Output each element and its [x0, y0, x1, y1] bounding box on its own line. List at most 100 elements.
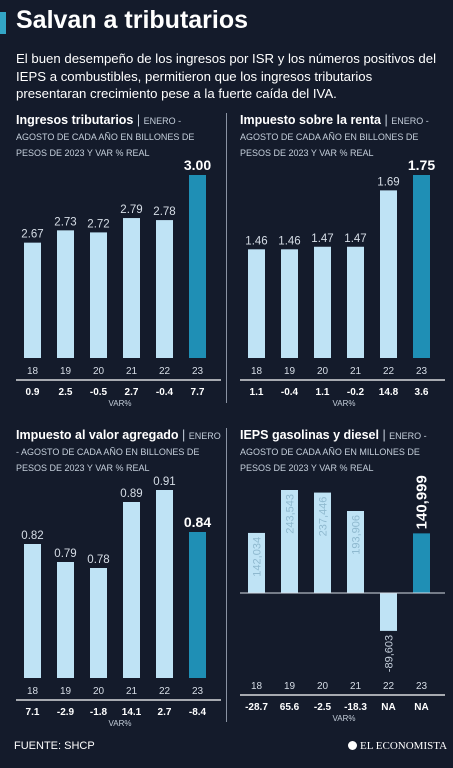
chart-title: Ingresos tributarios [16, 113, 134, 127]
bar-21 [347, 246, 364, 358]
bar-21 [347, 510, 364, 593]
var-value: -18.3 [344, 702, 367, 713]
var-value: -0.5 [90, 387, 108, 398]
category-label: 20 [93, 366, 105, 377]
var-value: 65.6 [280, 702, 300, 713]
chart-subtitle: ENERO - AGOSTO DE CADA AÑO EN BILLONES D… [16, 116, 195, 158]
category-label: 23 [416, 681, 428, 692]
chart-title: Impuesto al valor agregado [16, 428, 179, 442]
bar-19 [57, 230, 74, 358]
category-label: 23 [416, 366, 428, 377]
bar-19 [281, 490, 298, 593]
bar-22 [156, 490, 173, 678]
chart-panel-ieps: IEPS gasolinas y diesel | ENERO - AGOSTO… [240, 428, 450, 734]
bar-18 [24, 242, 41, 358]
var-value: -0.2 [347, 387, 365, 398]
var-value: 2.5 [59, 387, 73, 398]
bar-23 [413, 533, 430, 593]
category-label: 22 [159, 686, 171, 697]
bar-21 [123, 218, 140, 358]
var-axis-label: VAR% [109, 719, 132, 728]
bar-chart-ingresos: 2.67 2.73 2.72 2.79 2.78 3.00 18 19 20 21 22 23 0.9 2… [16, 157, 221, 408]
category-label: 22 [383, 681, 395, 692]
bar-value-label: 0.89 [120, 488, 142, 500]
chart-header: IEPS gasolinas y diesel | ENERO - AGOSTO… [240, 428, 427, 473]
bar-23 [189, 175, 206, 358]
category-label: 23 [192, 686, 204, 697]
bar-value-label: 1.46 [245, 235, 267, 247]
bar-23 [189, 532, 206, 678]
category-label: 18 [251, 681, 263, 692]
category-label: 19 [284, 681, 296, 692]
bar-value-label: 1.75 [408, 157, 435, 173]
category-label: 23 [192, 366, 204, 377]
source-note: FUENTE: SHCP [14, 740, 95, 752]
var-axis-label: VAR% [109, 399, 132, 408]
bar-value-label: 0.78 [87, 554, 109, 566]
chart-panel-iva: Impuesto al valor agregado | ENERO - AGO… [16, 428, 226, 734]
bar-value-label: 237,446 [318, 497, 330, 537]
bar-22 [380, 593, 397, 631]
var-value: 7.1 [26, 707, 40, 718]
bar-19 [57, 562, 74, 678]
bar-chart-isr: 1.46 1.46 1.47 1.47 1.69 1.75 18 19 20 21 22 23 1.1 -… [240, 157, 445, 408]
chart-subtitle: ENERO - AGOSTO DE CADA AÑO EN BILLONES D… [16, 431, 221, 473]
var-value: NA [381, 702, 395, 713]
bar-18 [24, 544, 41, 678]
bar-value-label: 3.00 [184, 157, 211, 173]
var-value: 3.6 [415, 387, 429, 398]
bar-value-label: 2.79 [120, 204, 142, 216]
bar-value-label: 1.47 [344, 233, 366, 245]
category-label: 22 [159, 366, 171, 377]
logo-text: EL ECONOMISTA [360, 740, 448, 752]
var-value: -2.5 [314, 702, 332, 713]
category-label: 20 [317, 366, 329, 377]
bar-20 [90, 568, 107, 678]
publisher-logo: EL ECONOMISTA [348, 740, 447, 752]
bar-value-label: 2.78 [153, 206, 175, 218]
category-label: 18 [251, 366, 263, 377]
category-label: 19 [60, 686, 72, 697]
var-value: -0.4 [156, 387, 174, 398]
bar-20 [314, 246, 331, 358]
bar-value-label: 140,999 [414, 475, 431, 529]
bar-chart-ieps: 142,034 243,543 237,446 193,906 -89,603 140,9… [240, 475, 445, 723]
chart-header: Impuesto al valor agregado | ENERO - AGO… [16, 428, 221, 473]
var-value: 7.7 [191, 387, 205, 398]
divider-vertical [226, 113, 227, 403]
bar-19 [281, 249, 298, 358]
var-value: 1.1 [250, 387, 264, 398]
var-value: 14.1 [122, 707, 142, 718]
chart-panel-isr: Impuesto sobre la renta | ENERO - AGOSTO… [240, 113, 450, 419]
var-value: 2.7 [158, 707, 172, 718]
chart-title: Impuesto sobre la renta [240, 113, 382, 127]
category-label: 20 [317, 681, 329, 692]
bar-18 [248, 532, 265, 593]
bar-value-label: 2.73 [54, 216, 76, 228]
bar-chart-iva: 0.82 0.79 0.78 0.89 0.91 0.84 18 19 20 21 22 23 7.1 -… [16, 476, 221, 728]
bar-value-label: -89,603 [384, 635, 396, 672]
bar-value-label: 193,906 [351, 515, 363, 555]
bar-value-label: 0.84 [184, 514, 211, 530]
chart-title: IEPS gasolinas y diesel [240, 428, 379, 442]
var-value: -8.4 [189, 707, 207, 718]
bar-value-label: 243,543 [285, 494, 297, 534]
var-value: 0.9 [26, 387, 40, 398]
bar-20 [314, 492, 331, 593]
intro-text: El buen desempeño de los ingresos por IS… [16, 51, 437, 101]
bar-18 [248, 249, 265, 358]
bar-value-label: 0.91 [153, 476, 175, 488]
bar-value-label: 1.69 [377, 176, 399, 188]
bar-value-label: 1.46 [278, 235, 300, 247]
var-axis-label: VAR% [333, 714, 356, 723]
bar-value-label: 0.82 [21, 530, 43, 542]
category-label: 21 [350, 366, 362, 377]
category-label: 19 [284, 366, 296, 377]
bar-value-label: 1.47 [311, 233, 333, 245]
bar-value-label: 2.67 [21, 229, 43, 241]
var-value: 2.7 [125, 387, 139, 398]
var-value: -1.8 [90, 707, 108, 718]
bar-value-label: 0.79 [54, 548, 76, 560]
chart-subtitle: ENERO - AGOSTO DE CADA AÑO EN MILLONES D… [240, 431, 427, 473]
category-label: 22 [383, 366, 395, 377]
